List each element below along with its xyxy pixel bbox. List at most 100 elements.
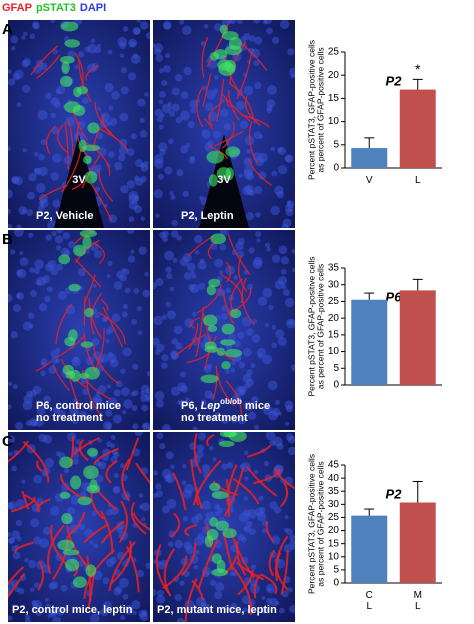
nucleus (197, 260, 207, 270)
nucleus (170, 230, 179, 238)
nucleus (290, 545, 295, 551)
nucleus (45, 603, 51, 610)
pstat3-signal (76, 86, 89, 95)
pstat3-signal (83, 155, 92, 165)
nucleus (49, 610, 57, 618)
fiber (216, 78, 225, 122)
nucleus (133, 288, 140, 294)
fiber (66, 525, 92, 571)
nucleus (176, 235, 182, 241)
nucleus (16, 269, 23, 277)
stain-legend: GFAP pSTAT3 DAPI (2, 2, 106, 14)
nucleus (161, 505, 170, 514)
fiber (90, 492, 104, 520)
image-caption: P2, Leptin (181, 210, 234, 222)
nucleus (16, 102, 22, 108)
nucleus (159, 91, 166, 98)
nucleus (107, 49, 113, 55)
nucleus (187, 120, 195, 129)
nucleus (230, 415, 239, 424)
nucleus (35, 183, 46, 193)
region-label: 3V (72, 174, 86, 186)
nucleus (188, 283, 195, 291)
nucleus (237, 250, 245, 258)
micrograph (8, 20, 150, 228)
nucleus (26, 208, 34, 217)
nucleus (182, 516, 189, 522)
fiber (36, 460, 43, 473)
nucleus (213, 74, 219, 80)
nucleus (128, 216, 135, 222)
nucleus (158, 142, 168, 152)
nucleus (164, 53, 171, 59)
pstat3-signal (220, 339, 236, 346)
nucleus (35, 279, 42, 286)
nucleus (31, 599, 37, 606)
pstat3-signal (61, 61, 70, 75)
nucleus (266, 84, 277, 95)
pstat3-signal (225, 146, 241, 158)
nucleus (254, 82, 262, 90)
nucleus (184, 397, 191, 403)
nucleus (235, 100, 245, 111)
nucleus (105, 409, 113, 417)
fiber (232, 477, 260, 505)
nucleus (101, 316, 108, 323)
nucleus (182, 463, 187, 469)
nucleus (256, 238, 261, 243)
nucleus (158, 68, 164, 74)
y-tick-label: 40 (328, 473, 340, 484)
nucleus (276, 191, 285, 199)
nucleus (126, 230, 135, 235)
fiber (52, 535, 69, 581)
chart-title: P2 (386, 486, 403, 501)
chart-title: P2 (386, 73, 403, 88)
stain-label: DAPI (80, 2, 106, 14)
nucleus (84, 46, 91, 53)
nucleus (176, 169, 184, 177)
y-tick-label: 25 (328, 47, 340, 58)
nucleus (278, 276, 288, 286)
panel-label: B (2, 231, 13, 248)
fiber (228, 82, 254, 121)
nucleus (221, 463, 228, 470)
nucleus (220, 312, 228, 320)
nucleus (243, 526, 248, 531)
nucleus (89, 613, 100, 622)
nucleus (285, 154, 294, 163)
nucleus (198, 282, 206, 290)
text-segment: no treatment (181, 412, 248, 424)
pstat3-signal (228, 432, 247, 442)
nucleus (238, 416, 247, 425)
nucleus (113, 587, 122, 596)
nucleus (116, 271, 124, 279)
y-axis-label: as percent of GFAP-positive cells (315, 264, 325, 389)
nucleus (265, 597, 273, 605)
fiber (105, 460, 118, 484)
nucleus (253, 131, 262, 140)
nucleus (155, 54, 164, 62)
nucleus (236, 20, 243, 25)
nucleus (28, 232, 34, 239)
fiber (202, 311, 211, 345)
nucleus (173, 325, 183, 335)
micrograph (153, 432, 295, 622)
nucleus (67, 432, 77, 442)
nucleus (277, 146, 286, 156)
nucleus (270, 205, 280, 216)
nucleus (21, 479, 26, 484)
fiber (189, 317, 201, 329)
nucleus (264, 404, 270, 411)
pstat3-signal (84, 307, 94, 318)
nucleus (153, 559, 157, 564)
nucleus (212, 130, 221, 139)
pstat3-signal (57, 539, 75, 551)
fiber (93, 242, 105, 264)
nucleus (280, 268, 287, 275)
nucleus (190, 214, 196, 220)
nucleus (168, 110, 175, 117)
nucleus (44, 295, 51, 303)
nucleus (280, 256, 290, 265)
fiber (202, 73, 212, 107)
nucleus (27, 312, 35, 320)
